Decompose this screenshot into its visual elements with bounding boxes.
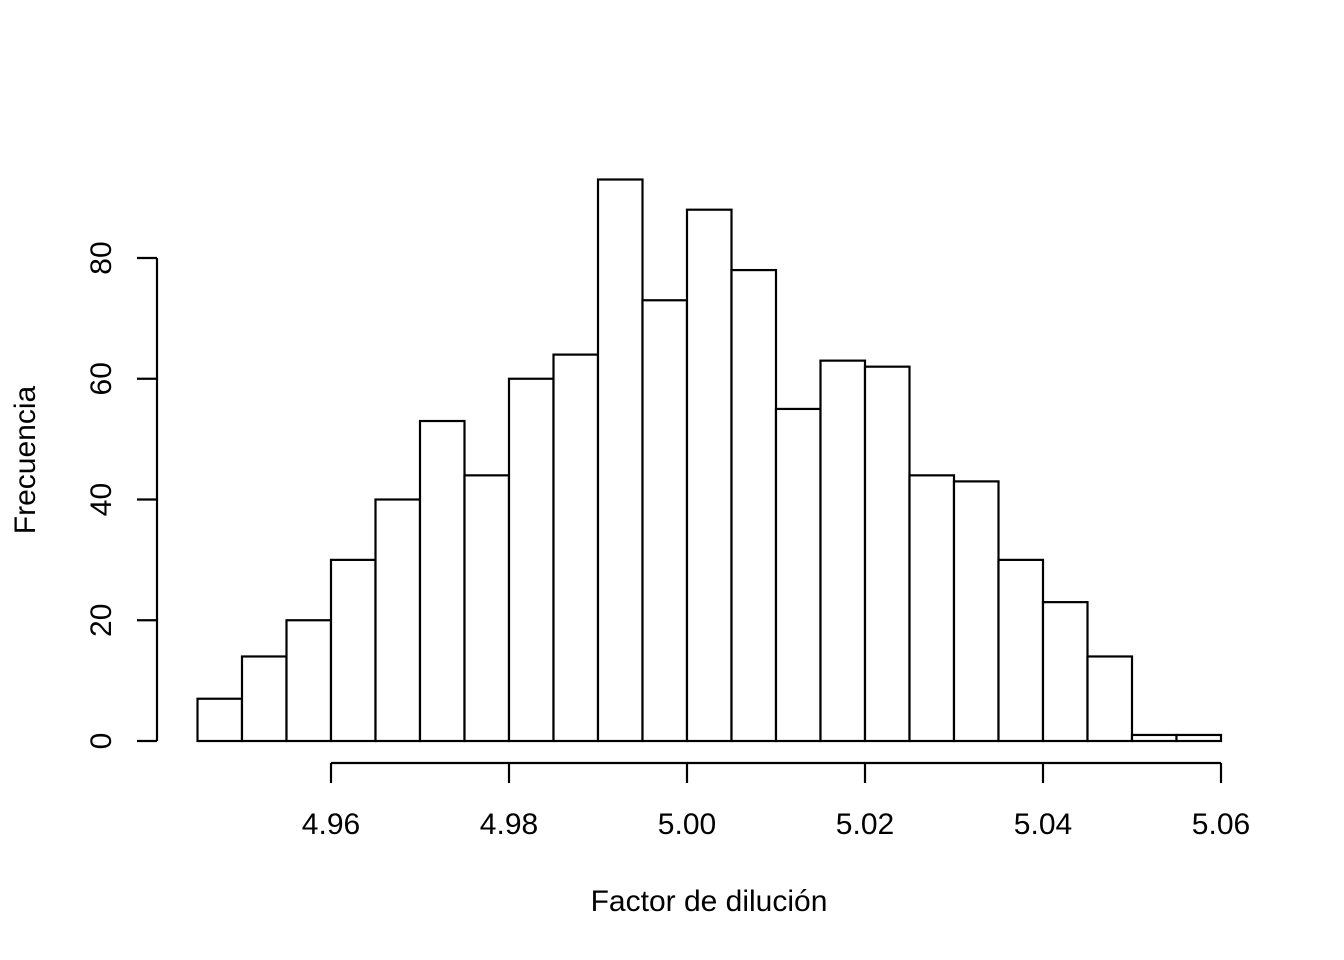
y-tick-label: 40 <box>85 483 118 516</box>
histogram-bar <box>685 208 733 743</box>
histogram-bar <box>374 498 422 743</box>
histogram-bar <box>641 299 689 743</box>
y-tick-label: 20 <box>85 604 118 637</box>
histogram-bar <box>463 474 511 743</box>
histogram-bar <box>1041 601 1089 743</box>
y-axis: 0 20 40 60 80 <box>85 241 159 750</box>
histogram-bars <box>196 178 1223 743</box>
histogram-bar <box>1130 733 1178 743</box>
histogram-bar <box>596 178 644 743</box>
x-tick-label: 5.06 <box>1192 808 1250 841</box>
histogram-bar <box>997 558 1045 743</box>
x-axis: 4.96 4.98 5.00 5.02 5.04 5.06 <box>302 761 1250 841</box>
histogram-bar <box>196 697 244 743</box>
histogram-bar <box>329 558 377 743</box>
x-tick-label: 5.02 <box>836 808 894 841</box>
histogram-bar <box>285 619 333 743</box>
histogram-bar <box>908 474 956 743</box>
histogram-bar <box>730 268 778 743</box>
x-tick-label: 4.98 <box>480 808 538 841</box>
histogram-bar <box>1175 733 1223 743</box>
x-tick-label: 5.00 <box>658 808 716 841</box>
histogram-bar <box>1086 655 1134 743</box>
histogram-bar <box>952 480 1000 743</box>
histogram-bar <box>418 419 466 743</box>
histogram-bar <box>819 359 867 743</box>
y-tick-label: 80 <box>85 241 118 274</box>
histogram-bar <box>507 377 555 743</box>
histogram-bar <box>240 655 288 743</box>
y-axis-label: Frecuencia <box>9 385 42 534</box>
x-axis-label: Factor de dilución <box>591 885 828 918</box>
histogram-bar <box>774 407 822 743</box>
y-tick-label: 0 <box>85 733 118 750</box>
histogram-bar <box>863 365 911 743</box>
x-tick-label: 4.96 <box>302 808 360 841</box>
x-tick-label: 5.04 <box>1014 808 1072 841</box>
y-tick-label: 60 <box>85 362 118 395</box>
histogram-bar <box>552 353 600 743</box>
